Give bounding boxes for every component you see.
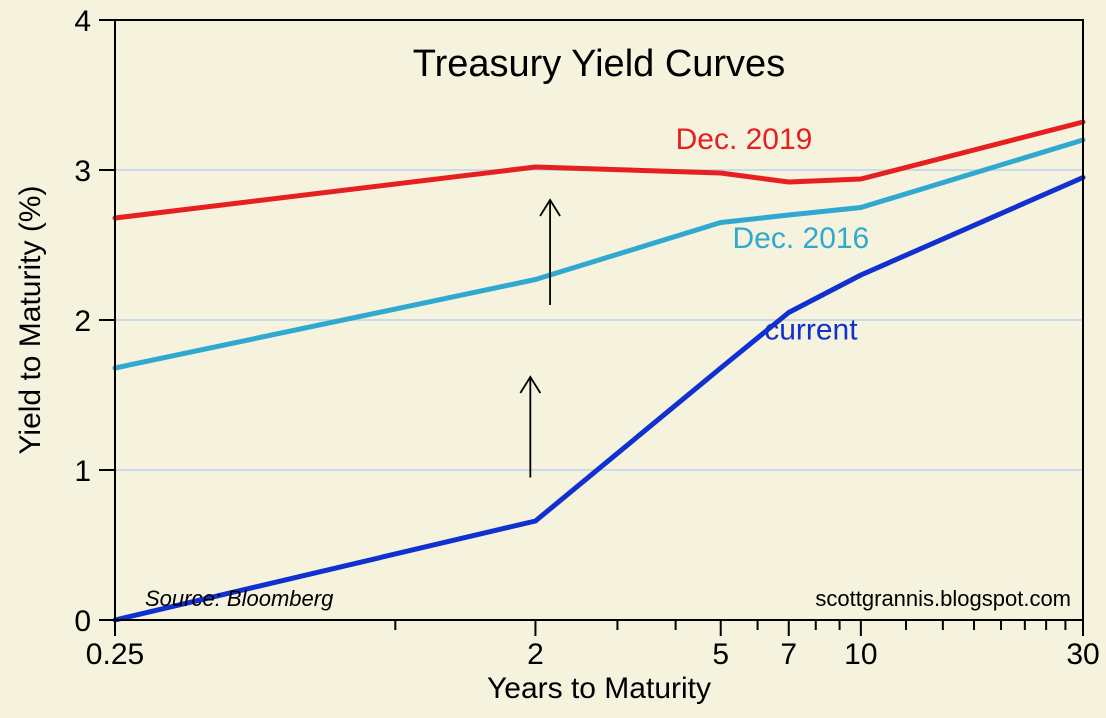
x-axis-label: Years to Maturity <box>487 672 711 705</box>
chart-title: Treasury Yield Curves <box>413 43 785 85</box>
xtick-label: 7 <box>780 638 797 671</box>
ytick-label: 3 <box>74 155 91 188</box>
xtick-label: 0.25 <box>86 638 144 671</box>
series-label: current <box>764 314 858 347</box>
ytick-label: 2 <box>74 305 91 338</box>
series-label: Dec. 2019 <box>676 123 813 156</box>
xtick-label: 10 <box>844 638 877 671</box>
chart-container: Dec. 2019 Dec. 2016 current 0 1 2 3 4 0.25 2 5 7 10 3… <box>0 0 1106 718</box>
xtick-label: 2 <box>527 638 544 671</box>
xtick-label: 5 <box>712 638 729 671</box>
xtick-label: 30 <box>1066 638 1099 671</box>
yield-curve-chart: Dec. 2019 Dec. 2016 current 0 1 2 3 4 0.25 2 5 7 10 3… <box>0 0 1106 718</box>
source-text: Source: Bloomberg <box>145 586 334 611</box>
ytick-label: 1 <box>74 455 91 488</box>
y-axis-label: Yield to Maturity (%) <box>14 186 47 455</box>
credit-text: scottgrannis.blogspot.com <box>815 586 1071 611</box>
series-label: Dec. 2016 <box>732 222 869 255</box>
ytick-label: 0 <box>74 605 91 638</box>
ytick-label: 4 <box>74 5 91 38</box>
